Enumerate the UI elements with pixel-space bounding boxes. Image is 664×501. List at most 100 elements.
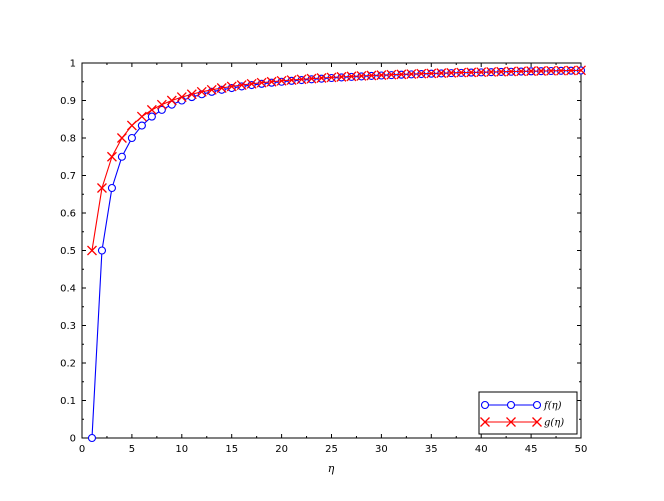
data-point	[486, 66, 497, 77]
data-point	[386, 69, 397, 80]
data-point	[456, 67, 467, 78]
data-point	[436, 68, 447, 79]
data-point	[117, 152, 126, 161]
legend-marker	[532, 400, 542, 410]
y-tick-label: 0.7	[60, 171, 76, 182]
data-point	[516, 66, 527, 77]
y-tick-label: 0.5	[60, 246, 76, 257]
data-point	[87, 245, 97, 256]
data-point	[526, 66, 537, 77]
data-point	[137, 121, 146, 130]
data-point	[336, 71, 347, 82]
data-point	[156, 99, 167, 110]
data-point	[116, 133, 127, 143]
data-point	[446, 67, 457, 78]
axis-ticks: 0 5 10 15 20 25 30 35 40 45 50 0 0.1 0.2 0.3 0.4 0.5 0.6 0…	[60, 59, 587, 456]
data-point	[546, 65, 557, 76]
data-point	[426, 68, 437, 79]
data-point	[237, 82, 246, 91]
data-point	[246, 78, 257, 89]
legend: f(η) g(η)	[478, 391, 578, 435]
data-point	[226, 81, 237, 92]
x-tick-label: 5	[129, 444, 135, 455]
data-point	[576, 65, 586, 76]
legend-marker	[506, 400, 516, 410]
data-point	[306, 73, 317, 84]
x-tick-label: 40	[475, 444, 488, 455]
data-point	[136, 111, 147, 122]
x-tick-label: 0	[79, 444, 85, 455]
x-tick-label: 20	[275, 444, 288, 455]
legend-marker	[532, 417, 542, 427]
data-point	[236, 80, 247, 91]
data-point	[376, 70, 387, 81]
series-2	[87, 65, 586, 256]
legend-box	[478, 391, 578, 435]
y-tick-label: 0.1	[60, 396, 76, 407]
data-point	[356, 70, 367, 81]
legend-marker	[480, 400, 490, 410]
data-point	[296, 74, 307, 85]
data-point	[147, 112, 156, 121]
data-point	[87, 433, 97, 443]
y-tick-label: 0.6	[60, 209, 76, 220]
y-tick-label: 0	[70, 434, 76, 445]
data-point	[256, 77, 267, 88]
data-point	[97, 183, 107, 193]
y-tick-label: 0.3	[60, 321, 76, 332]
data-point	[276, 75, 287, 86]
data-point	[496, 66, 507, 77]
x-axis-label: η	[328, 462, 335, 475]
data-point	[416, 68, 427, 79]
data-point	[566, 65, 576, 76]
legend-marker	[480, 417, 490, 427]
data-point	[106, 151, 117, 162]
y-tick-label: 1	[70, 59, 76, 70]
data-point	[166, 95, 177, 106]
data-point	[216, 83, 227, 93]
y-tick-label: 0.8	[60, 134, 76, 145]
legend-entry: g(η)	[544, 418, 564, 429]
y-tick-label: 0.2	[60, 359, 76, 370]
x-tick-label: 10	[175, 444, 188, 455]
data-point	[286, 75, 297, 86]
y-tick-label: 0.4	[60, 284, 76, 295]
data-point	[157, 105, 166, 114]
data-point	[176, 92, 187, 103]
data-point	[126, 120, 137, 131]
data-point	[257, 79, 266, 88]
legend-entry: f(η)	[543, 401, 562, 412]
legend-marker	[506, 417, 516, 427]
data-point	[146, 104, 157, 115]
data-point	[536, 66, 547, 76]
data-point	[186, 89, 197, 100]
data-point	[406, 69, 417, 79]
data-point	[196, 86, 207, 97]
data-point	[476, 67, 487, 78]
plot-area	[81, 62, 582, 439]
data-point	[466, 67, 477, 78]
x-tick-label: 35	[425, 444, 438, 455]
series-layer	[87, 65, 586, 443]
data-point	[267, 78, 276, 87]
x-tick-label: 45	[525, 444, 538, 455]
data-point	[97, 246, 107, 255]
data-point	[396, 69, 407, 80]
x-tick-label: 25	[325, 444, 338, 455]
series-line	[91, 69, 582, 251]
data-point	[346, 71, 357, 82]
data-point	[266, 76, 277, 87]
data-point	[326, 72, 337, 83]
data-point	[506, 66, 517, 77]
data-point	[127, 133, 136, 143]
data-point	[206, 84, 217, 95]
x-tick-label: 15	[225, 444, 238, 455]
data-point	[556, 65, 566, 76]
x-tick-label: 50	[575, 444, 588, 455]
data-point	[107, 183, 116, 193]
y-tick-label: 0.9	[60, 96, 76, 107]
data-point	[366, 70, 377, 81]
x-tick-label: 30	[375, 444, 388, 455]
data-point	[316, 73, 327, 83]
